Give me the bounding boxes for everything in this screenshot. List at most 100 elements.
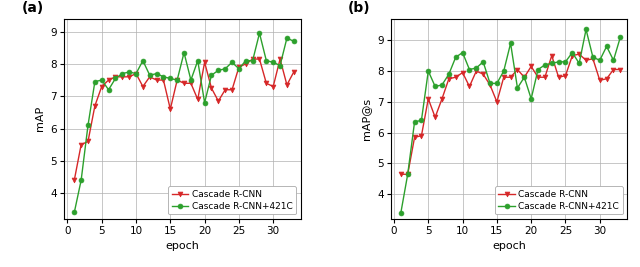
Cascade R-CNN: [91, 104, 99, 108]
Cascade R-CNN+421C: [527, 97, 535, 100]
Cascade R-CNN: [111, 75, 119, 78]
Cascade R-CNN: [431, 116, 439, 119]
Cascade R-CNN+421C: [486, 82, 494, 85]
Cascade R-CNN: [84, 140, 92, 143]
Cascade R-CNN: [180, 82, 188, 85]
Cascade R-CNN+421C: [269, 61, 277, 64]
Cascade R-CNN+421C: [242, 59, 250, 62]
Cascade R-CNN+421C: [221, 67, 229, 70]
Cascade R-CNN+421C: [424, 69, 432, 73]
Cascade R-CNN: [262, 82, 270, 85]
Text: (a): (a): [21, 1, 44, 15]
Cascade R-CNN+421C: [417, 119, 425, 122]
Cascade R-CNN+421C: [249, 59, 257, 62]
Cascade R-CNN+421C: [514, 87, 522, 90]
Cascade R-CNN+421C: [290, 40, 298, 43]
Cascade R-CNN: [166, 108, 174, 111]
Cascade R-CNN+421C: [173, 78, 181, 82]
Cascade R-CNN: [603, 77, 611, 80]
Text: (b): (b): [348, 1, 371, 15]
Cascade R-CNN+421C: [568, 51, 576, 54]
Cascade R-CNN: [424, 97, 432, 100]
Cascade R-CNN+421C: [520, 76, 528, 79]
Cascade R-CNN: [459, 71, 467, 74]
Cascade R-CNN+421C: [180, 51, 188, 54]
Cascade R-CNN+421C: [459, 51, 467, 54]
Cascade R-CNN+421C: [589, 56, 596, 59]
Cascade R-CNN: [582, 59, 590, 62]
Cascade R-CNN: [70, 179, 78, 182]
Cascade R-CNN+421C: [255, 32, 263, 35]
Cascade R-CNN+421C: [228, 61, 236, 64]
Cascade R-CNN: [397, 173, 404, 176]
Cascade R-CNN: [514, 68, 522, 71]
Cascade R-CNN: [507, 76, 515, 79]
Cascade R-CNN: [520, 76, 528, 79]
Cascade R-CNN+421C: [159, 75, 167, 78]
Cascade R-CNN: [290, 70, 298, 74]
Cascade R-CNN+421C: [194, 59, 202, 62]
Cascade R-CNN+421C: [214, 69, 222, 72]
Cascade R-CNN+421C: [111, 77, 119, 80]
Cascade R-CNN+421C: [445, 73, 452, 76]
Cascade R-CNN+421C: [132, 72, 140, 75]
Cascade R-CNN+421C: [562, 60, 570, 64]
Legend: Cascade R-CNN, Cascade R-CNN+421C: Cascade R-CNN, Cascade R-CNN+421C: [168, 186, 296, 214]
Cascade R-CNN+421C: [139, 59, 147, 62]
Cascade R-CNN+421C: [105, 88, 113, 91]
Cascade R-CNN+421C: [616, 36, 624, 39]
Cascade R-CNN+421C: [534, 68, 542, 71]
Cascade R-CNN+421C: [166, 77, 174, 80]
Cascade R-CNN: [452, 76, 460, 79]
Cascade R-CNN: [98, 85, 106, 88]
Cascade R-CNN: [568, 54, 576, 57]
Cascade R-CNN: [235, 65, 243, 69]
Cascade R-CNN: [438, 97, 446, 100]
Cascade R-CNN: [77, 143, 85, 146]
Cascade R-CNN+421C: [507, 42, 515, 45]
Cascade R-CNN: [221, 88, 229, 91]
Legend: Cascade R-CNN, Cascade R-CNN+421C: Cascade R-CNN, Cascade R-CNN+421C: [495, 186, 623, 214]
Cascade R-CNN: [472, 69, 480, 73]
Cascade R-CNN+421C: [283, 37, 291, 40]
Cascade R-CNN: [541, 76, 548, 79]
Cascade R-CNN+421C: [493, 82, 500, 85]
Cascade R-CNN+421C: [187, 78, 195, 82]
Cascade R-CNN+421C: [596, 59, 604, 62]
Cascade R-CNN+421C: [207, 74, 215, 77]
X-axis label: epoch: epoch: [165, 241, 199, 252]
Cascade R-CNN: [242, 62, 250, 65]
Cascade R-CNN: [283, 83, 291, 87]
Cascade R-CNN: [173, 78, 181, 82]
Cascade R-CNN: [548, 54, 556, 57]
Cascade R-CNN: [445, 77, 452, 80]
Cascade R-CNN+421C: [472, 66, 480, 70]
Cascade R-CNN: [479, 73, 487, 76]
Line: Cascade R-CNN: Cascade R-CNN: [399, 52, 623, 177]
Cascade R-CNN+421C: [146, 74, 154, 77]
Cascade R-CNN: [466, 85, 474, 88]
Cascade R-CNN: [276, 57, 284, 61]
Cascade R-CNN+421C: [452, 56, 460, 59]
Cascade R-CNN: [493, 100, 500, 104]
Cascade R-CNN+421C: [479, 60, 487, 64]
Cascade R-CNN+421C: [438, 83, 446, 87]
Cascade R-CNN+421C: [404, 173, 412, 176]
Cascade R-CNN+421C: [153, 72, 161, 75]
Cascade R-CNN: [255, 57, 263, 61]
Cascade R-CNN+421C: [397, 211, 404, 214]
Cascade R-CNN: [589, 57, 596, 60]
Cascade R-CNN: [159, 78, 167, 82]
Cascade R-CNN: [596, 79, 604, 82]
Cascade R-CNN: [118, 75, 126, 78]
Cascade R-CNN: [139, 85, 147, 88]
Y-axis label: mAP@s: mAP@s: [362, 98, 371, 140]
Cascade R-CNN: [249, 57, 257, 61]
Cascade R-CNN+421C: [118, 72, 126, 75]
Cascade R-CNN+421C: [575, 62, 583, 65]
Cascade R-CNN+421C: [125, 70, 133, 74]
Cascade R-CNN: [610, 68, 618, 71]
Cascade R-CNN+421C: [411, 120, 419, 124]
Cascade R-CNN: [153, 78, 161, 82]
Cascade R-CNN+421C: [431, 85, 439, 88]
